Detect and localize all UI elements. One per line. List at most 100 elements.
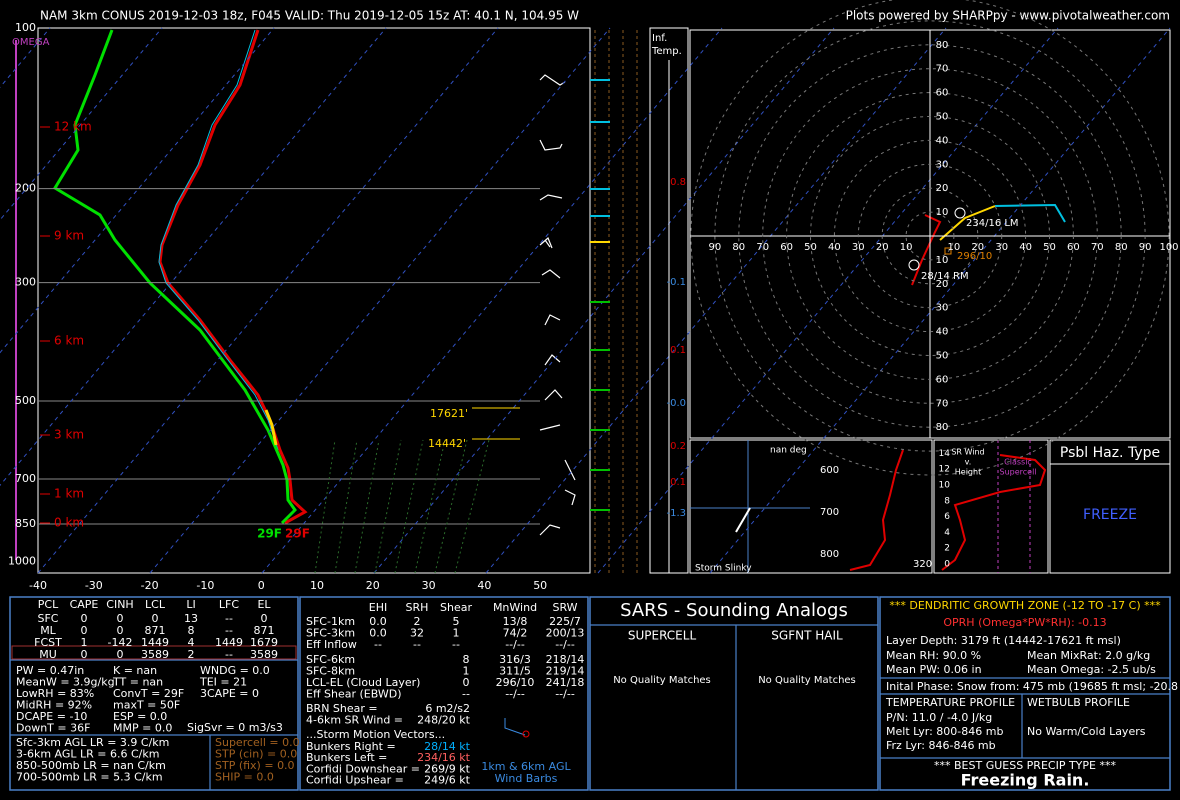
table-cell: -- [413,638,421,651]
sr-wind-panel [933,439,1049,574]
oprh: OPRH (Omega*PW*RH): -0.13 [943,616,1106,629]
barb-label: Wind Barbs [495,772,558,785]
table-cell: 0 [117,624,124,637]
param-label: 4-6km SR Wind = [306,714,403,727]
sr-height-label: 6 [944,512,950,522]
table-cell: 0 [81,612,88,625]
hodo-ring-label: 80 [732,242,745,253]
temp-label: 40 [477,579,491,592]
slinky-vector [735,507,751,533]
index: TT = nan [112,676,163,689]
isotherm [149,27,611,574]
index: K = nan [113,664,157,677]
index: ESP = 0.0 [113,710,167,723]
table-cell: 0.0 [369,615,387,628]
sr-height-label: 12 [939,465,950,475]
lm-marker [954,207,966,219]
hodo-ring-label: 50 [804,242,817,253]
table-cell: 1 [453,627,460,640]
table-header: LFC [219,598,239,611]
table-cell: 296/10 [496,676,535,689]
table-cell: 8 [463,653,470,666]
hodo-ring-label: 40 [1019,242,1032,253]
table-cell: --/-- [505,688,525,701]
table-cell: 2 [188,648,195,661]
winter-line: Mean PW: 0.06 in [886,663,982,676]
hodo-ring-label: 10 [936,207,949,218]
skewt-panel [37,27,591,574]
hodo-ring-label: 90 [709,242,722,253]
composite: Supercell = 0.0 [215,736,300,749]
isotherm [0,27,163,221]
motion-label: Bunkers Left = [306,751,387,764]
supercell-label: Supercell [999,468,1036,477]
temp-label: 20 [366,579,380,592]
pressure-label: 200 [15,182,36,195]
hodo-ring-label: 20 [971,242,984,253]
hodo-ring-label: 100 [1159,242,1178,253]
dewpoint-profile [52,29,297,525]
hodo-ring-label: 40 [936,327,949,338]
winter-line: Frz Lyr: 846-846 mb [886,739,996,752]
motion-value: 234/16 kt [417,751,471,764]
hodo-ring-label: 80 [936,40,949,51]
table-cell: 219/14 [546,665,585,678]
isotherm [37,27,499,574]
motion-title: ...Storm Motion Vectors... [306,728,445,741]
table-cell: 74/2 [503,627,528,640]
table-header: SRH [406,601,429,614]
index: maxT = 50F [113,699,180,712]
hazard-value: FREEZE [1083,507,1137,523]
hodo-ring-label: 10 [900,242,913,253]
kinematic-panel [299,596,589,791]
winter-line: Melt Lyr: 800-846 mb [886,725,1003,738]
table-cell: 4 [188,636,195,649]
table-cell: --/-- [555,688,575,701]
table-cell: -- [225,624,233,637]
dgz-highlight [264,409,278,446]
supercell-label: Classic [1004,458,1032,467]
table-cell: 871 [145,624,166,637]
precip-title: *** BEST GUESS PRECIP TYPE *** [934,759,1116,772]
header-title: NAM 3km CONUS 2019-12-03 18z, F045 VALID… [40,9,579,23]
table-cell: 200/13 [546,627,585,640]
hodo-curve-mid [939,205,996,241]
motion-label: Bunkers Right = [306,740,396,753]
temp-label: -10 [196,579,214,592]
winter-line: No Warm/Cold Layers [1027,725,1146,738]
temp-label: 0 [258,579,265,592]
table-cell: 0 [117,648,124,661]
table-header: MnWind [493,601,537,614]
table-cell: 0 [152,612,159,625]
composite: STP (fix) = 0.0 [215,759,295,772]
index: TEI = 21 [199,676,247,689]
table-cell: SFC-1km [306,615,355,628]
temp-label: -40 [29,579,47,592]
pressure-label: 100 [15,21,36,34]
theta-label: 320 [913,559,932,570]
inferred-value: 0.1 [670,345,686,356]
hazard-panel [1049,439,1171,574]
hodo-ring-label: 70 [756,242,769,253]
lm-label: 234/16 LM [966,218,1019,229]
hodo-ring-label: 20 [936,279,949,290]
hodo-ring-label: 10 [936,255,949,266]
motion-value: 249/6 kt [424,774,471,787]
hazard-title: Psbl Haz. Type [1060,445,1160,461]
theta-profile [849,449,904,571]
table-cell: 8 [188,624,195,637]
sars-heading: SGFNT HAIL [771,629,843,643]
table-cell: 1 [463,665,470,678]
pressure-label: 1000 [8,555,36,568]
index: DownT = 36F [16,722,90,735]
table-cell: MU [39,648,57,661]
table-cell: 0.0 [369,627,387,640]
omega-label: OMEGA [12,37,50,48]
hodo-ring [786,92,1074,380]
table-header: LI [186,598,195,611]
table-cell: 3589 [141,648,169,661]
sars-heading: SUPERCELL [628,629,697,643]
table-cell: Eff Shear (EBWD) [306,688,402,701]
temp-label: -30 [85,579,103,592]
hodo-ring [690,0,1170,476]
